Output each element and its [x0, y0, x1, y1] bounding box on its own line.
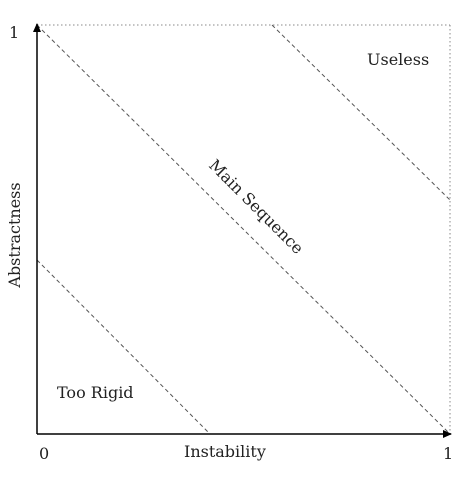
zone-of-pain-boundary: [36, 259, 211, 435]
useless-label: Useless: [367, 50, 430, 69]
y-axis-title: Abstractness: [5, 182, 24, 288]
x-tick-min: 0: [39, 444, 50, 463]
main-sequence-line: [36, 24, 451, 435]
too-rigid-label: Too Rigid: [57, 383, 134, 402]
x-tick-max: 1: [443, 444, 454, 463]
y-tick-max: 1: [9, 23, 20, 42]
x-axis-title: Instability: [184, 442, 266, 461]
